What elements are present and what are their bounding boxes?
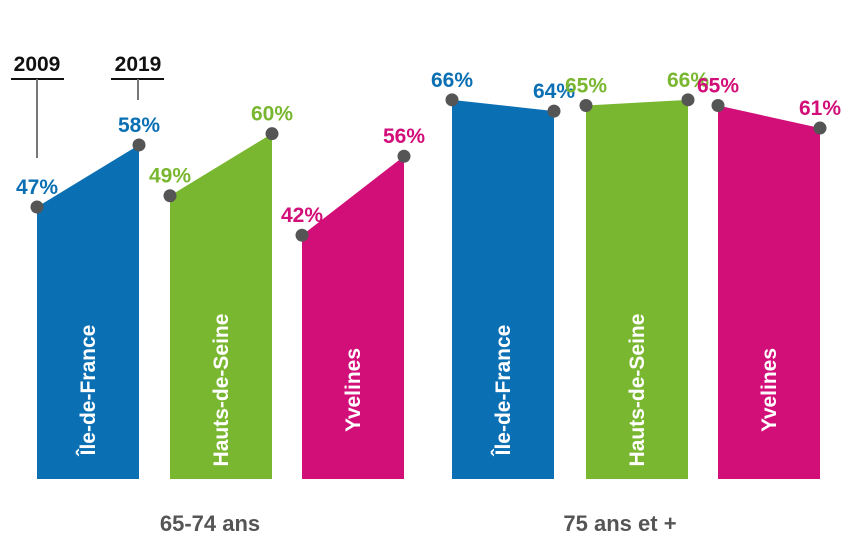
bar-g2-yvelines [718, 105, 820, 479]
point-g1--le-de-france-2019 [132, 138, 146, 152]
value-label-g1--le-de-france-2009: 47% [16, 176, 58, 199]
value-label-g2-yvelines-2009: 65% [697, 74, 739, 97]
point-g2-yvelines-2009 [711, 98, 725, 112]
value-label-g2-hauts-de-seine-2009: 65% [565, 74, 607, 97]
value-label-g2-hauts-de-seine-2019: 66% [667, 69, 709, 92]
point-g1-hauts-de-seine-2019 [265, 127, 279, 141]
group-label-65-74: 65-74 ans [160, 511, 260, 536]
value-label-g2--le-de-france-2019: 64% [533, 80, 575, 103]
bar-label-g1-yvelines: Yvelines [342, 348, 365, 432]
value-label-g2--le-de-france-2009: 66% [431, 69, 473, 92]
point-g2--le-de-france-2009 [445, 93, 459, 107]
legend-year-2019: 2019 [115, 53, 162, 76]
bar-g1-yvelines [302, 156, 404, 480]
bar-label-g2--le-de-france: Île-de-France [491, 325, 515, 457]
bar-label-g2-yvelines: Yvelines [758, 348, 781, 432]
value-label-g1-hauts-de-seine-2019: 60% [251, 103, 293, 126]
value-label-g2-yvelines-2019: 61% [799, 97, 841, 120]
point-g1--le-de-france-2009 [30, 200, 44, 214]
group-label-75-plus: 75 ans et + [563, 511, 676, 536]
point-g1-yvelines-2009 [295, 228, 309, 242]
value-label-g1-yvelines-2009: 42% [281, 204, 323, 227]
point-g1-yvelines-2019 [397, 149, 411, 163]
chart-marks: Île-de-France 47% 58% Hauts-de-Seine 49% 60% Y… [16, 69, 841, 480]
bar-label-g2-hauts-de-seine: Hauts-de-Seine [626, 314, 649, 467]
point-g2-yvelines-2019 [813, 121, 827, 135]
point-g2-hauts-de-seine-2019 [681, 93, 695, 107]
bar-g1-hauts-de-seine [170, 133, 272, 479]
point-g1-hauts-de-seine-2009 [163, 189, 177, 203]
bar-label-g1-hauts-de-seine: Hauts-de-Seine [210, 314, 233, 467]
value-label-g1-hauts-de-seine-2009: 49% [149, 165, 191, 188]
value-label-g1-yvelines-2019: 56% [383, 125, 425, 148]
year-legend: 2009 2019 [11, 53, 164, 158]
bar-label-g1--le-de-france: Île-de-France [76, 325, 100, 457]
legend-year-2009: 2009 [14, 53, 61, 76]
point-g2-hauts-de-seine-2009 [579, 98, 593, 112]
point-g2--le-de-france-2019 [547, 104, 561, 118]
bar-g2--le-de-france [452, 99, 554, 479]
bar-g2-hauts-de-seine [586, 99, 688, 479]
bar-g1--le-de-france [37, 144, 139, 479]
value-label-g1--le-de-france-2019: 58% [118, 114, 160, 137]
